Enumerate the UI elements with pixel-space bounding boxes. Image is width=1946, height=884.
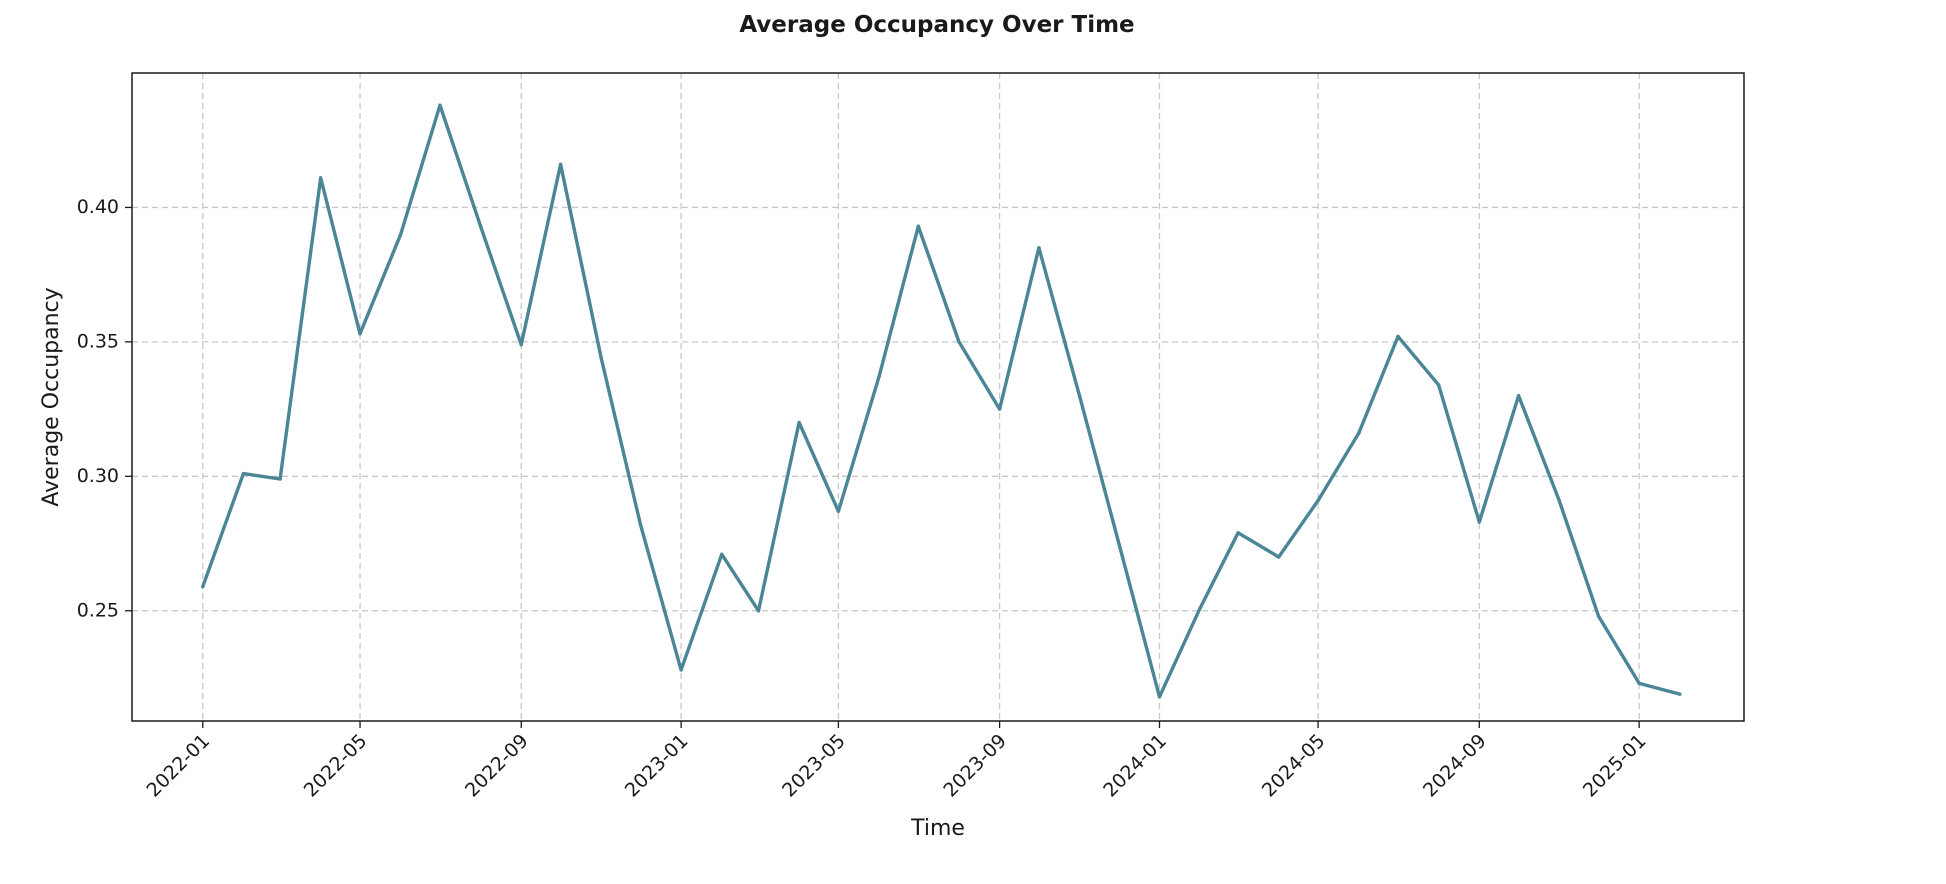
data-point xyxy=(997,407,1002,411)
x-tick-label: 2023-09 xyxy=(939,730,1011,802)
data-point xyxy=(756,609,761,613)
data-point xyxy=(1557,498,1561,503)
y-tick-label: 0.30 xyxy=(77,465,119,487)
data-point xyxy=(797,420,801,425)
data-point xyxy=(478,224,483,228)
y-axis-ticks: 0.25 0.30 0.35 0.40 xyxy=(77,196,132,621)
y-tick-label: 0.40 xyxy=(77,196,119,218)
y-tick-label: 0.35 xyxy=(77,330,119,352)
data-point xyxy=(916,224,921,228)
data-point xyxy=(1436,383,1441,387)
data-point xyxy=(720,552,724,556)
data-point xyxy=(1516,393,1521,398)
data-point xyxy=(201,584,205,589)
data-point xyxy=(1396,334,1400,339)
data-point xyxy=(1198,606,1202,610)
y-axis-label: Average Occupancy xyxy=(39,287,64,506)
y-tick-label: 0.25 xyxy=(77,599,119,621)
x-tick-label: 2025-01 xyxy=(1579,730,1651,802)
data-point xyxy=(519,342,523,347)
data-point xyxy=(638,523,643,527)
grid-layer xyxy=(132,73,1744,721)
chart-title: Average Occupancy Over Time xyxy=(739,12,1134,38)
data-point xyxy=(1077,393,1082,398)
data-point xyxy=(1477,520,1481,524)
data-point xyxy=(1277,555,1281,559)
data-point xyxy=(599,356,603,360)
data-point xyxy=(836,509,841,513)
data-point xyxy=(1356,431,1361,435)
data-point xyxy=(877,375,881,379)
data-point xyxy=(319,176,323,180)
data-point xyxy=(1157,695,1162,699)
data-point xyxy=(1596,614,1601,618)
x-tick-label: 2023-01 xyxy=(621,730,693,802)
series-line-0 xyxy=(201,103,1682,699)
data-point xyxy=(1037,246,1041,250)
data-point xyxy=(558,162,563,167)
data-point xyxy=(241,471,246,476)
data-point xyxy=(1678,692,1682,696)
x-tick-label: 2022-05 xyxy=(300,730,372,802)
data-point xyxy=(278,477,282,481)
data-point xyxy=(679,668,683,672)
x-axis-ticks: 2022-01 2022-05 2022-09 2023-01 2023-05 2023-… xyxy=(143,721,1651,802)
data-point xyxy=(1236,531,1240,535)
x-tick-label: 2024-09 xyxy=(1419,730,1491,802)
data-point xyxy=(1117,541,1121,546)
series-layer xyxy=(201,103,1682,699)
x-tick-label: 2024-05 xyxy=(1258,730,1330,802)
data-point xyxy=(1316,498,1320,503)
x-tick-label: 2022-09 xyxy=(461,730,533,802)
plot-area-frame xyxy=(131,72,1745,722)
data-point xyxy=(358,332,362,336)
data-point xyxy=(438,103,442,107)
data-point xyxy=(957,340,961,344)
x-tick-label: 2023-05 xyxy=(778,730,850,802)
x-tick-label: 2022-01 xyxy=(143,730,215,802)
data-point xyxy=(398,232,403,237)
x-axis-label: Time xyxy=(910,816,965,841)
data-point xyxy=(1637,681,1641,686)
x-tick-label: 2024-01 xyxy=(1099,730,1171,802)
